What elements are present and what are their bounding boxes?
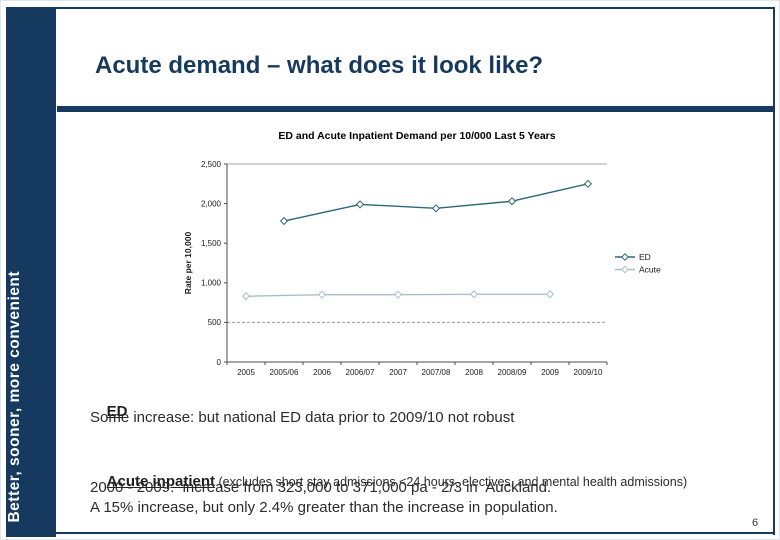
svg-text:2007/08: 2007/08 (422, 368, 451, 377)
acute-note-line2: A 15% increase, but only 2.4% greater th… (90, 499, 558, 516)
page-title: Acute demand – what does it look like? (95, 52, 544, 79)
slide-border-bottom (56, 532, 775, 534)
ed-note: Some increase: but national ED data prio… (90, 409, 515, 426)
acute-heading-label: Acute inpatient (106, 473, 216, 490)
svg-text:500: 500 (208, 318, 222, 327)
series-acute (241, 290, 555, 301)
svg-text:1,500: 1,500 (201, 239, 222, 248)
slide-border-top (6, 7, 775, 9)
svg-text:Rate per 10,000: Rate per 10,000 (183, 232, 193, 295)
acute-heading: Acute inpatient (excludes short stay adm… (90, 456, 687, 507)
svg-text:2006: 2006 (313, 368, 331, 377)
header-divider (57, 106, 775, 112)
acute-heading-note: (excludes short stay admissions <24 hour… (215, 475, 688, 489)
ed-heading-label: ED (106, 403, 128, 420)
series-ed (279, 179, 593, 226)
demand-chart-svg: 0 500 1,000 1,500 2,000 2,500 2005 2005/06 2006 2… (183, 160, 661, 377)
svg-text:2,500: 2,500 (201, 160, 222, 169)
svg-text:1,000: 1,000 (201, 279, 222, 288)
slide-border-right (773, 7, 775, 535)
svg-text:2006/07: 2006/07 (346, 368, 375, 377)
ed-heading: ED (90, 386, 128, 437)
svg-text:2005: 2005 (237, 368, 255, 377)
svg-text:2008/09: 2008/09 (498, 368, 527, 377)
demand-chart: ED and Acute Inpatient Demand per 10/000… (183, 128, 705, 386)
svg-text:2005/06: 2005/06 (270, 368, 299, 377)
page-number: 6 (752, 517, 759, 529)
sidebar-slogan: Better, sooner, more convenient (6, 271, 23, 523)
svg-text:2008: 2008 (465, 368, 483, 377)
svg-text:0: 0 (217, 358, 222, 367)
chart-title: ED and Acute Inpatient Demand per 10/000… (278, 130, 556, 142)
svg-text:2,000: 2,000 (201, 199, 222, 208)
svg-text:2009: 2009 (541, 368, 559, 377)
sidebar-banner: Better, sooner, more convenient (6, 7, 56, 537)
svg-text:2009/10: 2009/10 (574, 368, 603, 377)
acute-note-line1: 2000 - 2009: increase from 323,000 to 37… (90, 479, 552, 496)
svg-text:ED: ED (639, 252, 651, 262)
svg-text:2007: 2007 (389, 368, 407, 377)
svg-text:Acute: Acute (639, 265, 661, 275)
